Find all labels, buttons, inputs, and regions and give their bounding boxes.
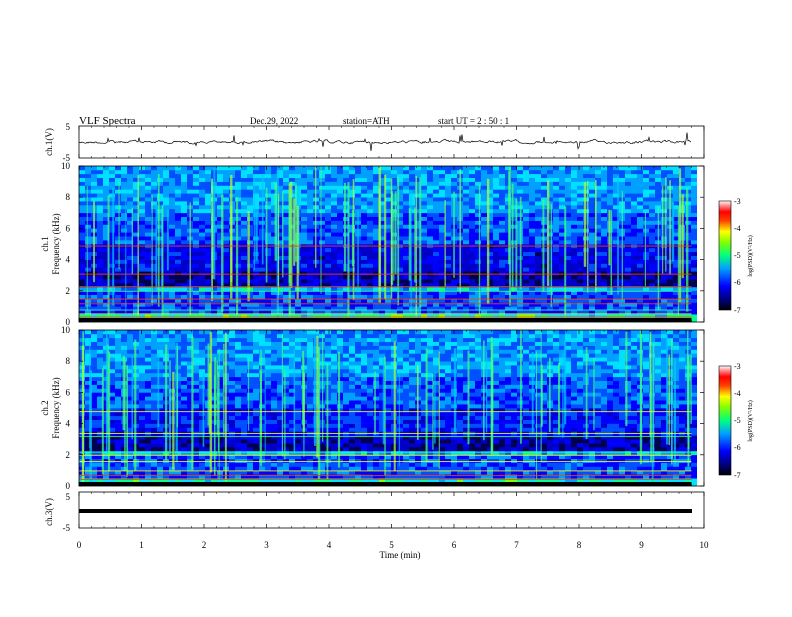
ch3-ytick-bottom: -5 [63,523,71,533]
freq-tick-2: 2 [66,450,71,460]
time-tick-7: 7 [514,540,519,550]
freq-tick-6: 6 [66,223,71,233]
ch1-spec-frequency-label: Frequency (kHz) [51,213,61,274]
freq-tick-6: 6 [66,387,71,397]
ch3-waveform-line [79,509,692,513]
ch1-colorbar-tick-6: -6 [734,278,741,287]
ch1-spectrogram-image [79,166,697,322]
figure-start-time: start UT = 2 : 50 : 1 [438,116,509,126]
time-axis-label: Time (min) [380,550,421,560]
ch2-spectrogram-panel: 0 2 4 6 8 10 ch.2 Frequency (kHz) [40,325,704,491]
time-tick-6: 6 [452,540,457,550]
ch1-colorbar-tick-5: -5 [734,251,741,260]
time-tick-1: 1 [139,540,144,550]
figure-station: station=ATH [343,116,390,126]
ch1-ytick-top: 5 [66,122,71,132]
freq-tick-0: 0 [66,481,71,491]
ch1-colorbar: -3 -4 -5 -6 -7 log(PSD)(V²/Hz) [719,197,754,315]
ch1-waveform-line [79,133,691,151]
ch2-spectrogram-image [79,330,697,486]
ch2-colorbar: -3 -4 -5 -6 -7 log(PSD)(V²/Hz) [719,362,754,480]
ch2-colorbar-gradient [719,366,731,475]
freq-tick-8: 8 [66,356,71,366]
ch3-waveform-panel: 5 -5 ch.3(V) [44,492,704,533]
ch1-colorbar-tick-7: -7 [734,306,741,315]
ch2-spec-channel-label: ch.2 [40,400,50,415]
ch2-colorbar-label: log(PSD)(V²/Hz) [747,400,754,441]
ch1-spec-channel-label: ch.1 [40,236,50,251]
ch2-colorbar-tick-6: -6 [734,443,741,452]
freq-tick-10: 10 [61,161,71,171]
freq-tick-8: 8 [66,192,71,202]
ch1-colorbar-tick-4: -4 [734,224,741,233]
ch1-colorbar-tick-3: -3 [734,197,741,206]
ch2-colorbar-tick-3: -3 [734,362,741,371]
freq-tick-4: 4 [66,255,71,265]
ch2-colorbar-tick-5: -5 [734,416,741,425]
ch1-colorbar-gradient [719,201,731,310]
ch2-spec-frequency-label: Frequency (kHz) [51,377,61,438]
time-tick-5: 5 [389,540,394,550]
ch1-ylabel: ch.1(V) [44,128,54,156]
ch3-ylabel: ch.3(V) [44,498,54,526]
figure-date: Dec.29, 2022 [250,116,298,126]
time-tick-9: 9 [639,540,644,550]
ch1-waveform-panel: 5 -5 ch.1(V) [44,122,704,163]
freq-tick-2: 2 [66,286,71,296]
figure-title: VLF Spectra [79,115,136,127]
time-tick-8: 8 [577,540,582,550]
time-tick-4: 4 [327,540,332,550]
ch1-colorbar-label: log(PSD)(V²/Hz) [747,235,754,276]
freq-tick-10: 10 [61,325,71,335]
ch2-colorbar-tick-7: -7 [734,471,741,480]
time-tick-3: 3 [264,540,269,550]
time-tick-0: 0 [77,540,82,550]
ch3-ytick-top: 5 [66,492,71,502]
time-tick-10: 10 [700,540,710,550]
ch2-colorbar-tick-4: -4 [734,389,741,398]
freq-tick-4: 4 [66,419,71,429]
time-tick-2: 2 [202,540,207,550]
